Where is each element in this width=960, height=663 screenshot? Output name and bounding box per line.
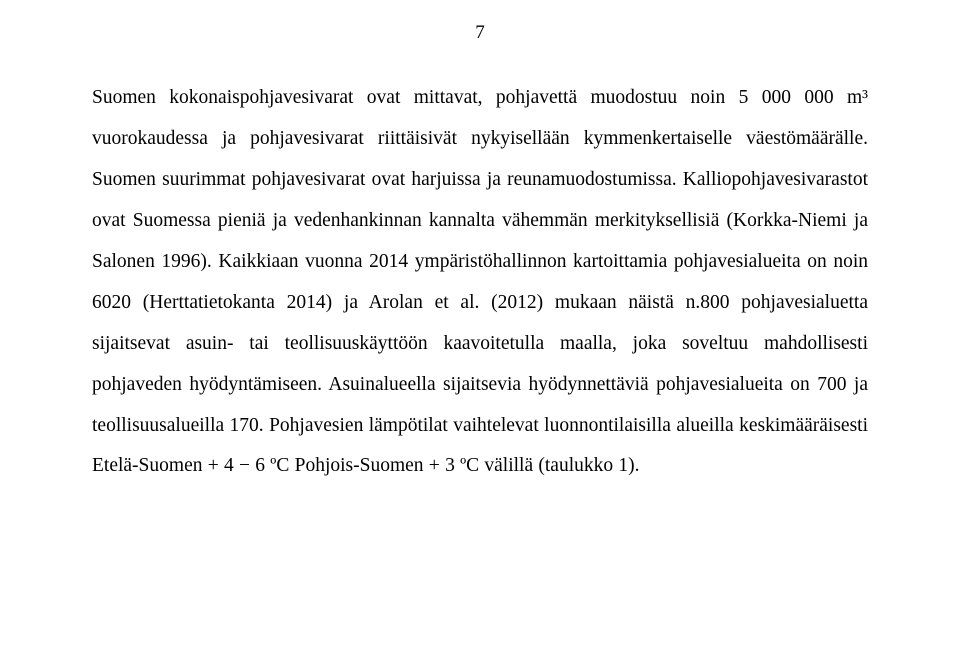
body-paragraph: Suomen kokonaispohjavesivarat ovat mitta… (92, 78, 868, 487)
page-number: 7 (92, 22, 868, 44)
document-page: 7 Suomen kokonaispohjavesivarat ovat mit… (0, 0, 960, 487)
